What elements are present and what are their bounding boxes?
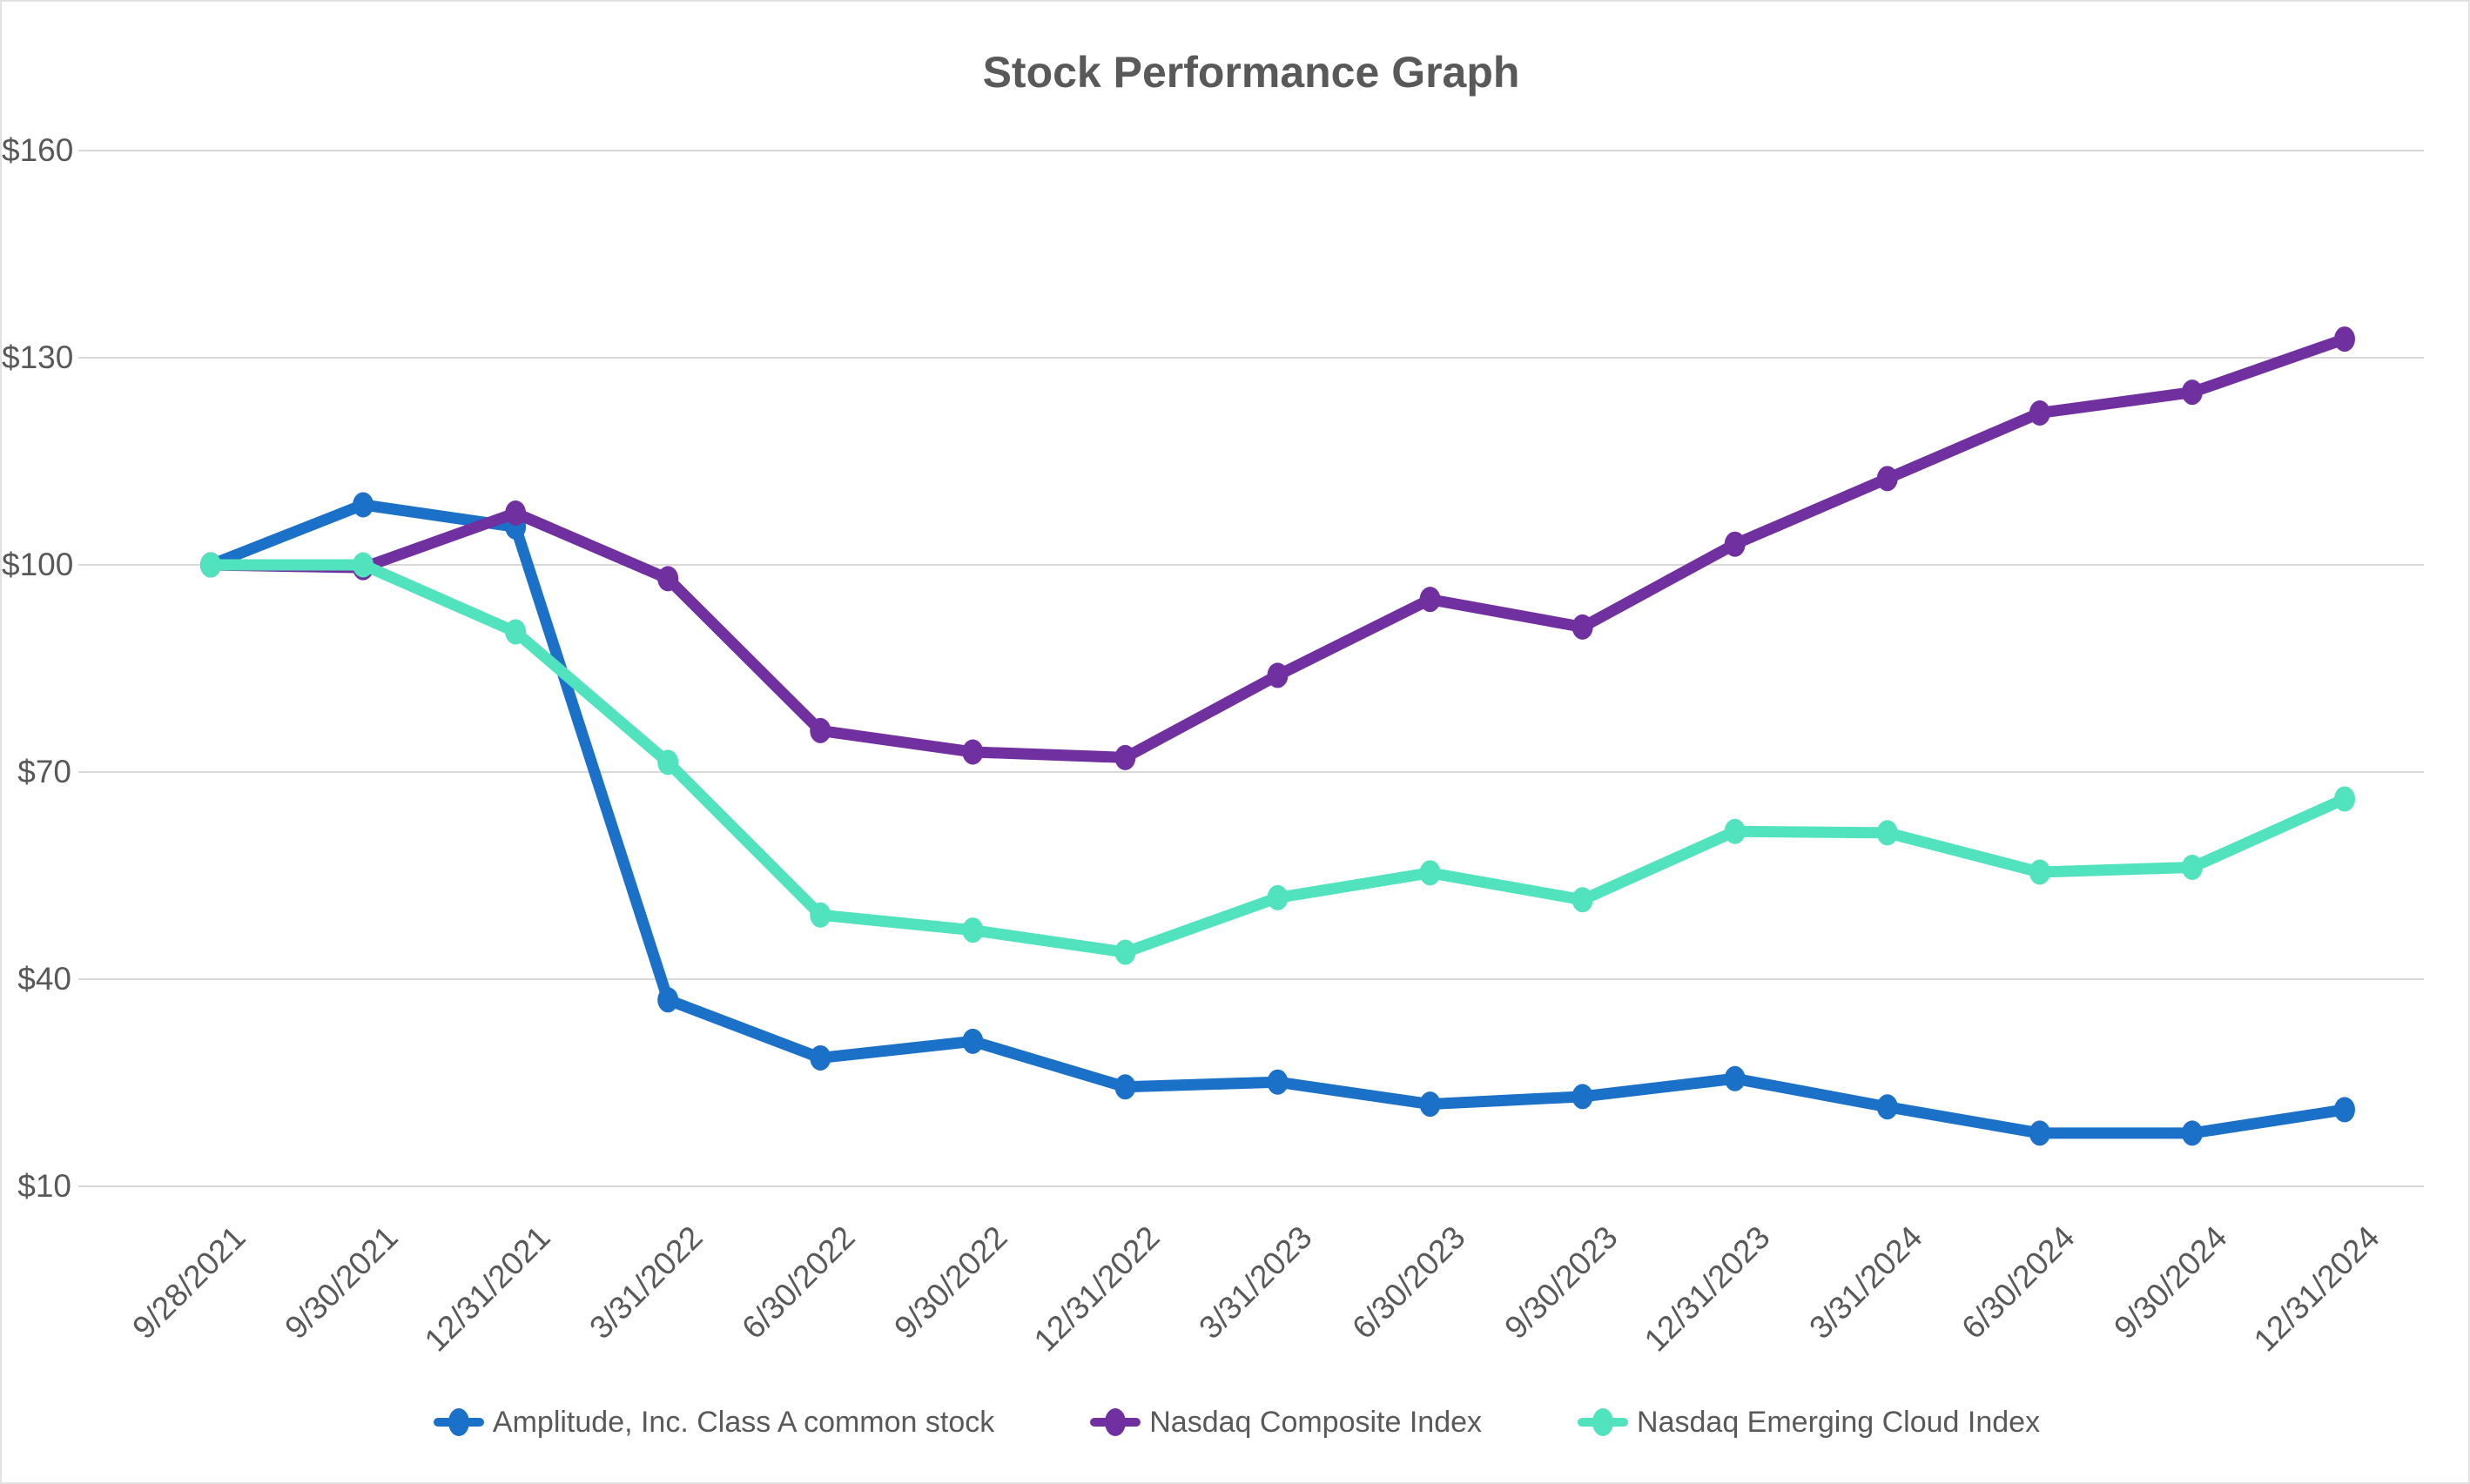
- y-axis-tick-label: $100: [2, 547, 74, 582]
- data-point-marker: [810, 1044, 831, 1071]
- legend-item: Nasdaq Composite Index: [1090, 1406, 1482, 1440]
- legend: Amplitude, Inc. Class A common stock Nasd…: [2, 1387, 2468, 1457]
- data-point-marker: [2333, 786, 2355, 812]
- data-point-marker: [200, 552, 221, 578]
- legend-dot-icon: [1105, 1408, 1127, 1436]
- data-point-marker: [962, 1028, 984, 1054]
- y-axis-tick-label: $70: [17, 753, 71, 789]
- data-point-marker: [1114, 939, 1136, 965]
- data-point-marker: [1114, 1074, 1136, 1100]
- data-point-marker: [1419, 1091, 1441, 1118]
- y-axis-tick-label: $160: [2, 132, 74, 168]
- legend-label: Amplitude, Inc. Class A common stock: [492, 1405, 995, 1439]
- data-point-marker: [1267, 884, 1289, 910]
- data-point-marker: [1114, 744, 1136, 770]
- legend-item: Amplitude, Inc. Class A common stock: [433, 1405, 995, 1440]
- legend-dot-icon: [1592, 1408, 1614, 1436]
- legend-line-marker-icon: [1090, 1408, 1141, 1436]
- data-point-marker: [2333, 326, 2355, 353]
- data-point-marker: [2181, 1120, 2203, 1146]
- data-point-marker: [962, 917, 984, 943]
- data-point-marker: [962, 739, 984, 765]
- data-point-marker: [810, 717, 831, 743]
- data-point-marker: [1572, 1084, 1593, 1110]
- data-point-marker: [1572, 887, 1593, 913]
- data-point-marker: [1419, 587, 1441, 613]
- legend-item: Nasdaq Emerging Cloud Index: [1578, 1406, 2040, 1440]
- series-line-1: [205, 333, 2351, 763]
- data-point-marker: [2333, 1097, 2355, 1123]
- series-line-0: [205, 499, 2351, 1139]
- y-axis-tick-label: $130: [2, 339, 74, 375]
- data-point-marker: [1876, 1094, 1898, 1120]
- data-point-marker: [1572, 614, 1593, 640]
- data-point-marker: [505, 500, 527, 527]
- data-point-marker: [2029, 859, 2050, 885]
- data-point-marker: [1876, 820, 1898, 846]
- data-point-marker: [353, 492, 374, 518]
- data-point-marker: [2029, 400, 2050, 426]
- data-point-marker: [1724, 531, 1746, 557]
- legend-dot-icon: [448, 1408, 469, 1436]
- y-axis-tick-label: $40: [17, 960, 71, 997]
- data-point-marker: [2029, 1120, 2050, 1146]
- data-point-marker: [1876, 466, 1898, 492]
- data-point-marker: [1267, 662, 1289, 688]
- data-point-marker: [657, 749, 679, 776]
- legend-label: Nasdaq Composite Index: [1149, 1405, 1483, 1439]
- data-point-marker: [1724, 1065, 1746, 1091]
- legend-line-marker-icon: [1578, 1408, 1629, 1436]
- data-point-marker: [1419, 860, 1441, 886]
- data-point-marker: [810, 902, 831, 928]
- data-point-marker: [657, 987, 679, 1013]
- data-point-marker: [353, 552, 374, 578]
- data-point-marker: [657, 566, 679, 592]
- data-point-marker: [2181, 379, 2203, 406]
- data-point-marker: [1267, 1069, 1289, 1095]
- data-point-marker: [2181, 854, 2203, 880]
- chart-title: Stock Performance Graph: [982, 48, 1520, 97]
- y-axis-tick-label: $10: [17, 1167, 71, 1204]
- legend-label: Nasdaq Emerging Cloud Index: [1637, 1405, 2041, 1439]
- data-point-marker: [1724, 818, 1746, 844]
- legend-line-marker-icon: [433, 1408, 484, 1436]
- data-point-marker: [505, 619, 527, 645]
